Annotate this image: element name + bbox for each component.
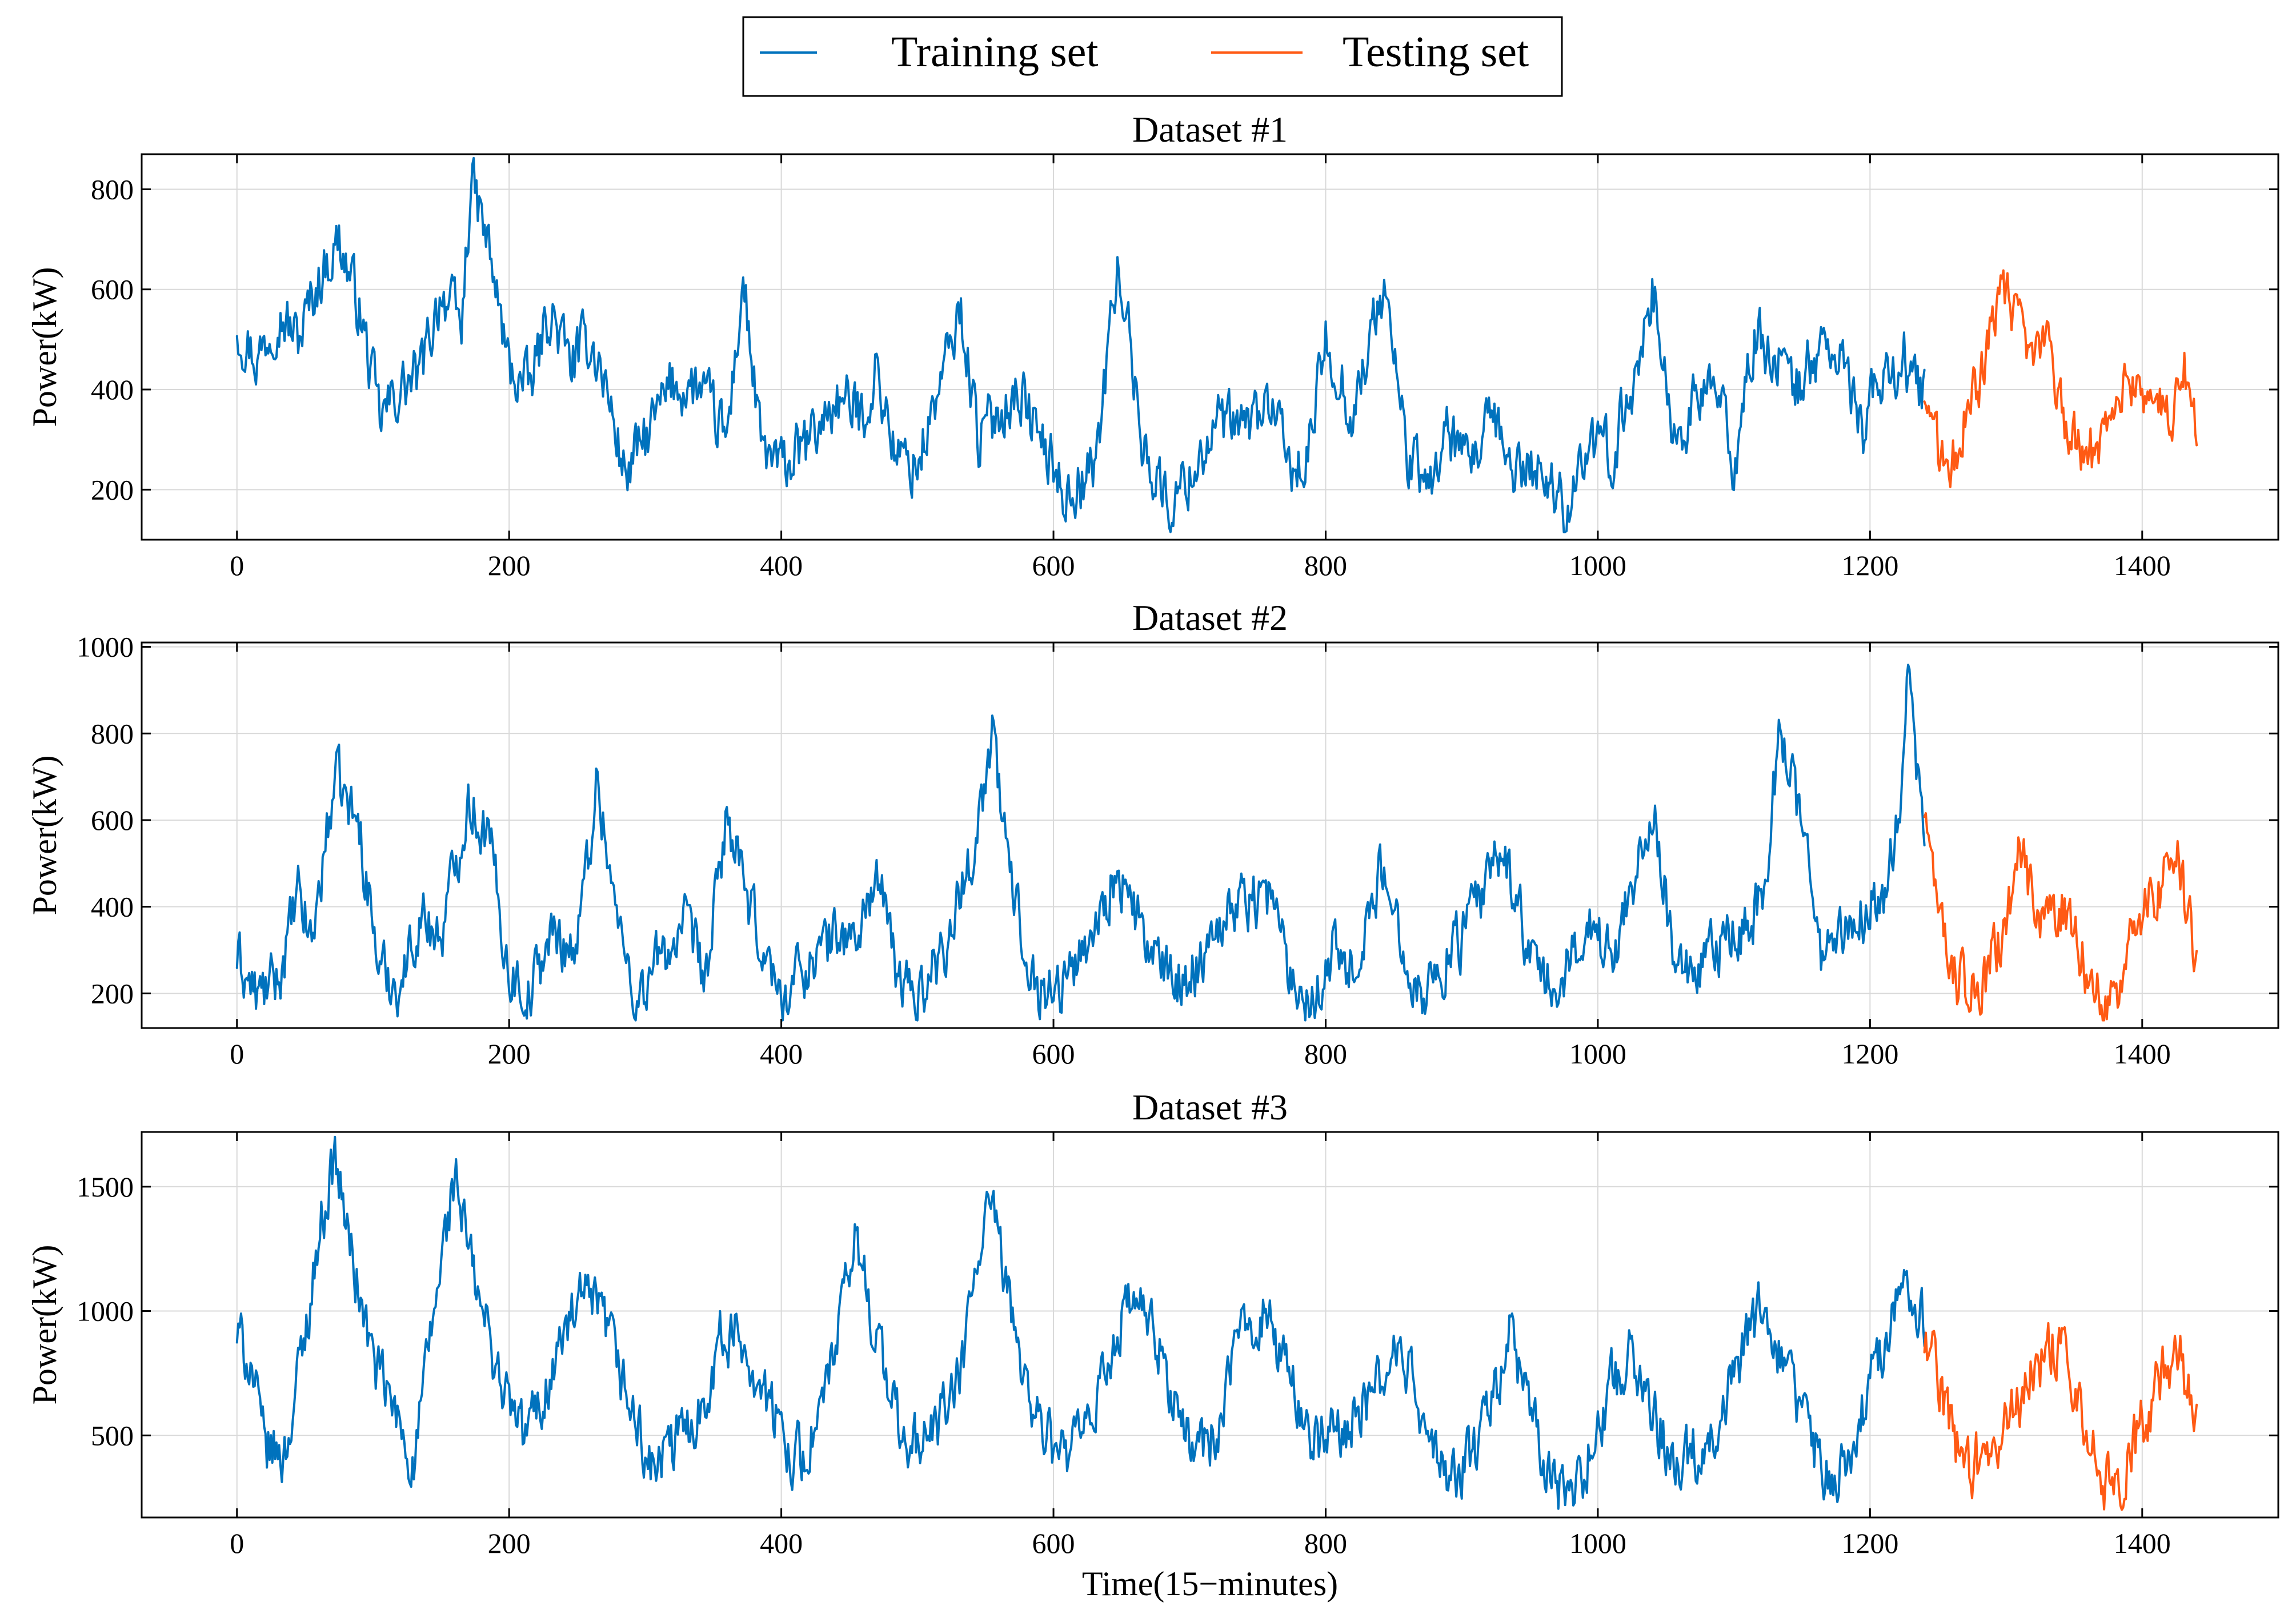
y-tick-label: 600 [91, 804, 134, 836]
y-tick-label: 600 [91, 274, 134, 306]
legend-testing-label: Testing set [1343, 28, 1529, 76]
x-tick-label: 400 [760, 1038, 803, 1070]
panel-2: 0 200 400 600 800 1000 1200 1400 200 400 600 800 100… [26, 597, 2279, 1070]
x-tick-label: 1200 [1841, 1527, 1898, 1559]
x-tick-label: 1200 [1841, 549, 1898, 581]
x-tick-label: 400 [760, 1527, 803, 1559]
panel-3: 0 200 400 600 800 1000 1200 1400 500 1000 1500 Data… [26, 1087, 2279, 1603]
testing-series-line [1923, 269, 2198, 488]
panel-title: Dataset #1 [1132, 109, 1288, 150]
x-tick-label: 800 [1304, 1038, 1347, 1070]
x-tick-label: 1000 [1569, 549, 1626, 581]
y-tick-label: 1000 [77, 1295, 134, 1327]
plot-frame [141, 641, 2279, 1029]
training-series-line [235, 1135, 1926, 1510]
plot-frame [141, 1131, 2279, 1519]
legend-training-label: Training set [891, 28, 1098, 76]
y-tick-label: 200 [91, 977, 134, 1009]
y-tick-label: 400 [91, 374, 134, 405]
legend-box [742, 16, 1563, 97]
x-tick-label: 1400 [2114, 1038, 2171, 1070]
y-tick-label: 400 [91, 891, 134, 923]
y-tick-label: 800 [91, 717, 134, 749]
y-tick-label: 800 [91, 173, 134, 205]
x-tick-label: 400 [760, 549, 803, 581]
x-tick-label: 600 [1032, 549, 1075, 581]
x-tick-label: 600 [1032, 1527, 1075, 1559]
y-axis-label: Power(kW) [26, 756, 63, 916]
panel-1: 0 200 400 600 800 1000 1200 1400 200 400 600 800 Dat… [26, 109, 2279, 581]
y-tick-label: 1000 [77, 631, 134, 663]
panel-title: Dataset #2 [1132, 597, 1288, 638]
x-tick-label: 1000 [1569, 1527, 1626, 1559]
x-tick-label: 200 [488, 1527, 531, 1559]
x-tick-label: 1400 [2114, 1527, 2171, 1559]
x-tick-label: 1000 [1569, 1038, 1626, 1070]
testing-series-line [1923, 1322, 2198, 1511]
x-axis-label: Time(15−minutes) [1082, 1565, 1338, 1603]
x-tick-label: 200 [488, 1038, 531, 1070]
y-axis-label: Power(kW) [26, 1245, 63, 1405]
x-tick-label: 1400 [2114, 549, 2171, 581]
panel-title: Dataset #3 [1132, 1087, 1288, 1127]
x-tick-label: 200 [488, 549, 531, 581]
x-tick-label: 600 [1032, 1038, 1075, 1070]
x-tick-label: 0 [230, 549, 244, 581]
x-tick-label: 0 [230, 1038, 244, 1070]
legend: Training set Testing set [742, 16, 1563, 97]
x-tick-label: 0 [230, 1527, 244, 1559]
training-series-line [235, 664, 1926, 1022]
testing-series-line [1923, 812, 2198, 1022]
plot-frame [141, 153, 2279, 541]
panels: 0 200 400 600 800 1000 1200 1400 200 400 600 800 Dat… [26, 109, 2279, 1603]
x-tick-label: 1200 [1841, 1038, 1898, 1070]
y-tick-label: 200 [91, 473, 134, 505]
x-tick-label: 800 [1304, 1527, 1347, 1559]
training-series-line [235, 156, 1926, 533]
x-tick-label: 800 [1304, 549, 1347, 581]
y-axis-label: Power(kW) [26, 267, 63, 427]
y-tick-label: 1500 [77, 1171, 134, 1203]
y-tick-label: 500 [91, 1419, 134, 1451]
